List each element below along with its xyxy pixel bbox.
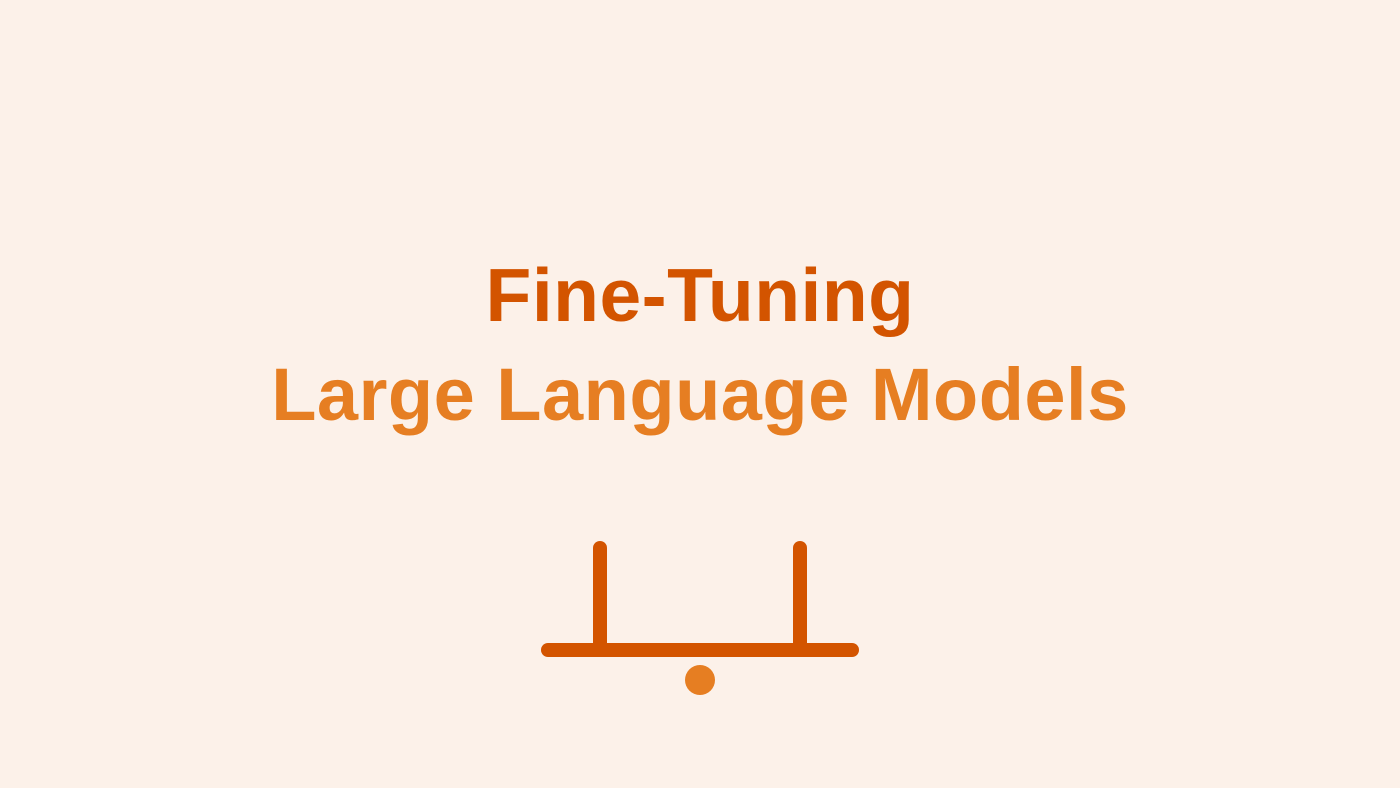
- balance-scale-icon: [541, 541, 859, 695]
- slide-subtitle: Large Language Models: [271, 353, 1129, 436]
- slide-title: Fine-Tuning: [485, 253, 915, 337]
- scale-pivot: [685, 665, 715, 695]
